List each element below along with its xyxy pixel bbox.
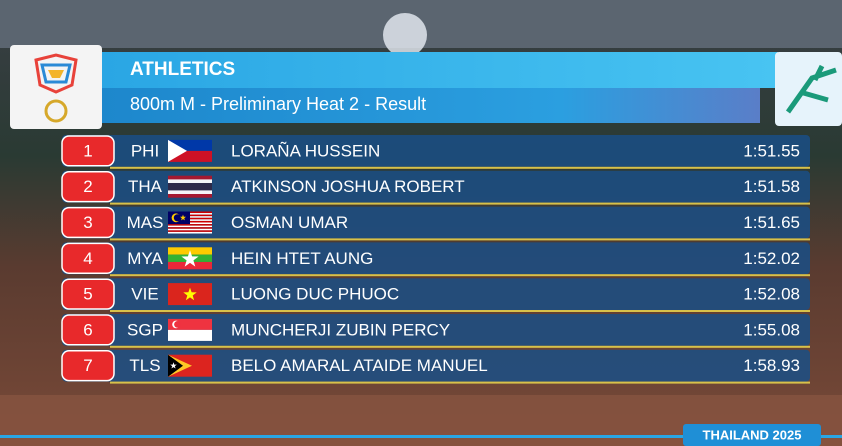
rank-box <box>61 350 115 382</box>
flag <box>168 175 212 198</box>
rank: 2 <box>83 177 92 196</box>
title-band <box>100 52 778 88</box>
result-row: 2 THA ATKINSON JOSHUA ROBERT 1:51.58 <box>61 170 810 205</box>
country-code: VIE <box>131 285 158 304</box>
result-row: 5 VIE LUONG DUC PHUOC 1:52.08 <box>61 278 810 312</box>
rank-box <box>61 278 115 310</box>
rank-box <box>61 206 115 239</box>
country-code: SGP <box>127 320 163 339</box>
row-bar <box>62 242 810 275</box>
row-bar <box>62 206 810 239</box>
footer-label: THAILAND 2025 <box>703 427 802 442</box>
subtitle-band <box>100 88 760 123</box>
athlete-name: OSMAN UMAR <box>231 213 348 232</box>
flag-part <box>183 287 197 301</box>
rank: 4 <box>83 249 92 268</box>
title: ATHLETICS <box>130 59 235 80</box>
rank-box <box>61 314 115 346</box>
row-divider <box>110 238 810 241</box>
flag-part <box>180 214 186 221</box>
rank-box <box>61 242 115 274</box>
results-table: 1 PHI LORAÑA HUSSEIN 1:51.55 2 THA ATKINSON JO… <box>61 135 810 384</box>
result-time: 1:52.02 <box>743 249 800 268</box>
flag-part <box>168 228 212 231</box>
row-bar <box>62 135 810 167</box>
result-row: 4 MYA HEIN HTET AUNG 1:52.02 <box>61 242 810 277</box>
rank: 5 <box>83 285 92 304</box>
athlete-name: HEIN HTET AUNG <box>231 249 373 268</box>
sport-icon <box>785 64 837 114</box>
footer-box <box>683 424 821 446</box>
rank: 7 <box>83 356 92 375</box>
country-code: TLS <box>129 356 160 375</box>
result-time: 1:51.65 <box>743 213 800 232</box>
flag-part <box>168 139 187 162</box>
country-code: PHI <box>131 141 159 160</box>
flag-part <box>168 231 212 234</box>
result-time: 1:58.93 <box>743 356 800 375</box>
result-time: 1:52.08 <box>743 285 800 304</box>
flag-part <box>168 139 212 151</box>
athlete-name: LORAÑA HUSSEIN <box>231 141 380 160</box>
row-bar <box>62 278 810 310</box>
row-bar <box>62 314 810 346</box>
row-bar <box>62 349 810 382</box>
flag-part <box>174 321 181 328</box>
flag <box>168 247 212 270</box>
flag <box>168 318 212 341</box>
row-divider <box>110 310 810 312</box>
flag-part <box>168 329 212 341</box>
row-divider <box>110 202 810 205</box>
row-divider <box>110 166 810 169</box>
athlete-name: BELO AMARAL ATAIDE MANUEL <box>231 356 488 375</box>
flag-part <box>168 261 212 270</box>
flag <box>168 354 212 377</box>
flag-part <box>168 230 212 232</box>
row-divider <box>110 274 810 277</box>
result-time: 1:51.55 <box>743 141 800 160</box>
rank-box <box>61 135 115 167</box>
result-row: 1 PHI LORAÑA HUSSEIN 1:51.55 <box>61 135 810 169</box>
result-row: 7 TLS BELO AMARAL ATAIDE MANUEL 1:58.93 <box>61 349 810 384</box>
flag-part <box>168 354 183 377</box>
row-divider <box>110 345 810 348</box>
footer-line <box>0 435 842 438</box>
flag-part <box>168 318 212 330</box>
row-divider <box>110 381 810 384</box>
flag-part <box>170 362 177 369</box>
rank: 3 <box>83 213 92 232</box>
athlete-name: ATKINSON JOSHUA ROBERT <box>231 177 465 196</box>
row-bar <box>62 170 810 203</box>
result-row: 6 SGP MUNCHERJI ZUBIN PERCY 1:55.08 <box>61 314 810 348</box>
result-time: 1:51.58 <box>743 177 800 196</box>
athlete-name: LUONG DUC PHUOC <box>231 285 399 304</box>
country-code: MYA <box>127 249 163 268</box>
athlete-name: MUNCHERJI ZUBIN PERCY <box>231 320 450 339</box>
flag-part <box>168 227 212 229</box>
subtitle: 800m M - Preliminary Heat 2 - Result <box>130 94 426 114</box>
flag-part <box>168 150 212 162</box>
sport-logo <box>775 52 842 126</box>
country-code: MAS <box>127 213 164 232</box>
rank: 1 <box>83 141 92 160</box>
result-time: 1:55.08 <box>743 320 800 339</box>
flag-part <box>181 250 199 267</box>
flag-part <box>168 225 212 228</box>
logo-mark <box>34 53 78 123</box>
rank-box <box>61 171 115 203</box>
light <box>383 13 427 57</box>
flag-part <box>173 214 181 222</box>
games-logo <box>10 45 102 129</box>
flag <box>168 139 212 162</box>
result-row: 3 MAS OSMAN UMAR 1:51.65 <box>61 206 810 241</box>
country-code: THA <box>128 177 163 196</box>
flag-part <box>168 183 212 191</box>
flag <box>168 211 212 234</box>
flag-part <box>168 224 212 226</box>
flag <box>168 283 212 306</box>
rank: 6 <box>83 320 92 339</box>
